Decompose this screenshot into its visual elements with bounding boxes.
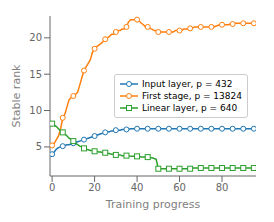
svg-text:Training progress: Training progress xyxy=(105,198,201,211)
svg-text:20: 20 xyxy=(88,182,101,193)
html-text:Input layer, p = 432: Input layer, p = 432 xyxy=(141,79,233,89)
svg-text:20: 20 xyxy=(29,32,42,43)
html-text:First stage, p = 13824: First stage, p = 13824 xyxy=(141,91,242,101)
html-text:Linear layer, p = 640: Linear layer, p = 640 xyxy=(141,103,238,113)
svg-text:5: 5 xyxy=(36,141,42,152)
svg-text:80: 80 xyxy=(216,182,229,193)
svg-text:40: 40 xyxy=(131,182,144,193)
svg-text:0: 0 xyxy=(49,182,55,193)
svg-text:Stable rank: Stable rank xyxy=(10,64,23,128)
svg-text:60: 60 xyxy=(173,182,186,193)
svg-text:10: 10 xyxy=(29,105,42,116)
svg-text:15: 15 xyxy=(29,69,42,80)
